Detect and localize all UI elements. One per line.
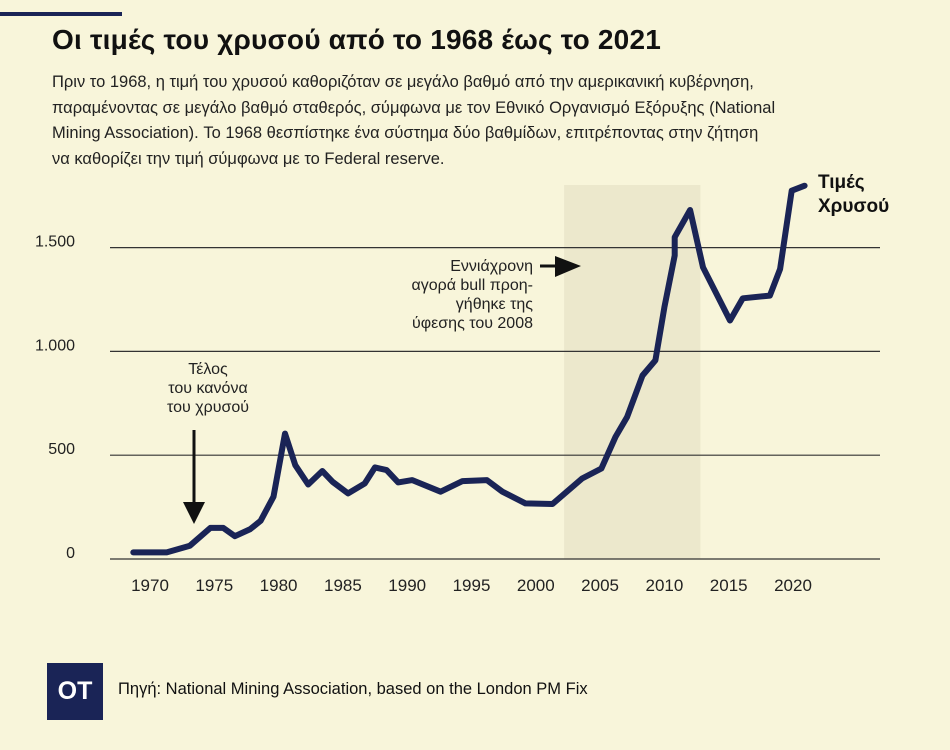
series-label: Τιμές	[818, 172, 865, 193]
description-line: παραμένοντας σε μεγάλο βαθμό σταθερός, σ…	[52, 98, 776, 117]
annotation-text: Τέλος	[188, 361, 228, 378]
annotation-text: Εννιάχρονη	[450, 258, 533, 275]
annotation-text: του κανόνα	[168, 380, 247, 397]
arrow-head-icon	[183, 502, 205, 524]
x-tick-label: 2010	[645, 576, 683, 595]
annotation-text: αγορά bull προη-	[411, 277, 533, 294]
series-label: Χρυσού	[818, 196, 889, 217]
x-tick-label: 1975	[195, 576, 233, 595]
description-line: να καθορίζει την τιμή σύμφωνα με το Fede…	[52, 149, 445, 168]
x-tick-label: 1980	[260, 576, 298, 595]
logo: OT	[47, 663, 103, 720]
source-note: Πηγή: National Mining Association, based…	[118, 680, 588, 698]
y-tick-label: 1.000	[35, 337, 75, 354]
x-tick-label: 1985	[324, 576, 362, 595]
x-tick-label: 2015	[710, 576, 748, 595]
x-tick-label: 1970	[131, 576, 169, 595]
description: Πριν το 1968, η τιμή του χρυσού καθοριζό…	[52, 70, 942, 172]
x-tick-label: 1990	[388, 576, 426, 595]
recession-shade	[564, 185, 701, 559]
x-tick-label: 2000	[517, 576, 555, 595]
x-tick-label: 2005	[581, 576, 619, 595]
x-tick-label: 2020	[774, 576, 812, 595]
y-tick-label: 0	[66, 545, 75, 562]
y-tick-label: 500	[48, 441, 75, 458]
annotation-text: γήθηκε της	[456, 296, 533, 313]
page-title: Οι τιμές του χρυσού από το 1968 έως το 2…	[52, 24, 662, 55]
y-tick-label: 1.500	[35, 234, 75, 251]
gold-price-line	[130, 182, 808, 556]
accent-bar	[0, 12, 122, 16]
annotation-text: του χρυσού	[167, 399, 249, 416]
description-line: Mining Association). Το 1968 θεσπίστηκε …	[52, 124, 759, 142]
arrow-head-icon	[555, 256, 581, 277]
description-line: Πριν το 1968, η τιμή του χρυσού καθοριζό…	[52, 73, 754, 91]
x-tick-label: 1995	[453, 576, 491, 595]
annotation-text: ύφεσης του 2008	[412, 315, 533, 332]
